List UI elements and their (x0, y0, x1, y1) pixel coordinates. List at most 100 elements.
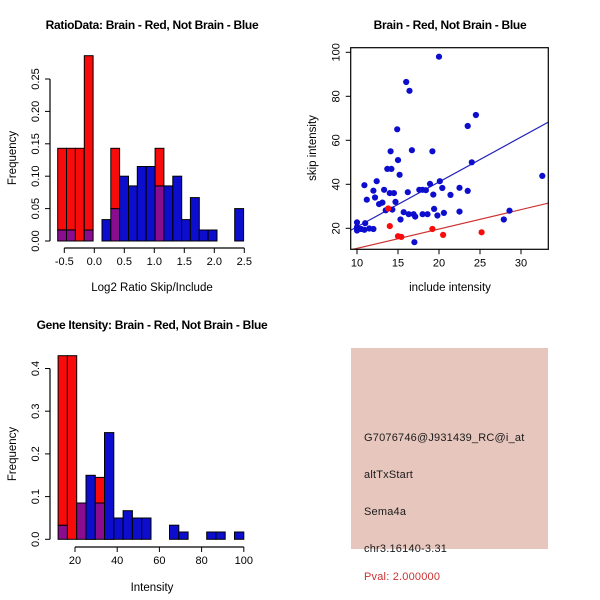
y-tick-label: 60 (331, 134, 343, 146)
scatter-point-blue (370, 187, 377, 194)
x-axis-title: Log2 Ratio Skip/Include (91, 282, 212, 294)
y-axis-title: skip intensity (307, 115, 319, 181)
y-tick-label: 0.2 (30, 446, 42, 461)
scatter-point-blue (379, 199, 386, 206)
x-tick-label: 15 (392, 257, 404, 269)
scatter-point-blue (435, 53, 443, 60)
histogram-bar-blue (234, 531, 245, 540)
scatter-point-blue (411, 239, 418, 246)
histogram-bar-red (110, 147, 121, 210)
x-tick-label: -0.5 (55, 256, 74, 268)
y-tick-label: 0.3 (30, 404, 42, 419)
histogram-bar-red (57, 355, 68, 526)
histogram-bar-purple (94, 502, 106, 540)
brain-fit-regression-line (350, 202, 549, 250)
scatter-point-blue (429, 148, 436, 155)
histogram-bar-blue (206, 531, 217, 540)
pval-text: Pval: 2.000000 (364, 571, 441, 583)
scatter-point-red (386, 223, 393, 230)
x-axis-title: Intensity (131, 582, 174, 594)
y-tick-label: 0.1 (30, 489, 42, 504)
histogram-bar-blue (163, 185, 174, 242)
histogram-bar-blue (85, 474, 96, 540)
scatter-point-blue (371, 194, 379, 201)
x-tick-label: 20 (69, 555, 81, 567)
scatter-point-blue (362, 220, 369, 227)
x-tick-label: 60 (153, 555, 165, 567)
histogram-bar-purple (83, 229, 94, 242)
x-tick-label: 2.5 (237, 256, 252, 268)
histogram-bar-purple (76, 502, 87, 540)
histogram-bar-blue (215, 531, 226, 540)
scatter-point-blue (410, 211, 417, 218)
histogram-bar-red (66, 147, 76, 231)
scatter-point-blue (353, 219, 361, 226)
x-tick-label: 0.0 (87, 256, 102, 268)
histogram-bar-red (83, 55, 94, 231)
scatter-point-blue (403, 78, 410, 86)
y-tick-label: 0.05 (30, 198, 42, 219)
histogram-bar-blue (113, 517, 124, 540)
scatter-point-blue (405, 211, 412, 218)
histogram-bar-purple (57, 524, 68, 540)
not-brain-fit-regression-line (350, 121, 549, 231)
histogram-bar-purple (57, 229, 68, 242)
histogram-bar-blue (234, 208, 245, 242)
scatter-point-blue (424, 211, 431, 218)
scatter-point-blue (464, 122, 471, 130)
histogram-bar-red (74, 147, 85, 242)
scatter-point-blue (419, 211, 426, 218)
histogram-bar-blue (128, 185, 138, 242)
scatter-point-blue (361, 182, 368, 189)
x-tick-label: 0.5 (117, 256, 132, 268)
scatter-point-red (440, 231, 447, 238)
y-tick-label: 80 (331, 90, 343, 102)
scatter-point-blue (396, 171, 403, 178)
scatter-point-blue (390, 190, 397, 197)
histogram-bar-blue (178, 531, 189, 540)
scatter-point-blue (468, 159, 475, 166)
scatter-point-blue (388, 165, 395, 172)
gene-name: Sema4a (364, 506, 407, 518)
plot-box (350, 47, 549, 250)
histogram-bar-red (66, 355, 78, 540)
histogram-bar-blue (172, 175, 183, 242)
scatter-point-blue (361, 226, 368, 233)
scatter-point-blue (456, 184, 463, 191)
histogram-bar-blue (181, 219, 191, 242)
scatter-point-blue (400, 209, 407, 216)
histogram-bar-blue (207, 229, 218, 242)
scatter-point-blue (422, 187, 429, 194)
plot-title: Gene Itensity: Brain - Red, Not Brain - … (37, 318, 268, 332)
y-tick-label: 0.20 (30, 101, 42, 122)
scatter-point-blue (472, 111, 479, 119)
y-axis-title: Frequency (7, 427, 19, 482)
scatter-point-blue (394, 126, 401, 133)
histogram-bar-purple (110, 208, 121, 242)
x-axis-title: include intensity (409, 282, 491, 294)
gene-intensity-histogram-plot: Gene Itensity: Brain - Red, Not Brain - … (7, 318, 268, 594)
x-tick-label: 1.5 (177, 256, 192, 268)
histogram-bar-blue (141, 517, 152, 540)
x-tick-label: 30 (515, 257, 527, 269)
panel-ratio-histogram: RatioData: Brain - Red, Not Brain - Blue… (0, 0, 300, 300)
scatter-point-blue (539, 172, 546, 179)
y-tick-label: 20 (331, 222, 343, 234)
histogram-bar-red (154, 147, 165, 187)
x-tick-label: 2.0 (207, 256, 222, 268)
scatter-point-blue (381, 186, 388, 193)
y-tick-label: 0.00 (30, 230, 42, 251)
scatter-point-blue (408, 147, 415, 154)
histogram-bar-blue (119, 175, 129, 242)
event-type: altTxStart (364, 469, 414, 481)
scatter-point-red (398, 233, 405, 240)
y-tick-label: 0.0 (30, 532, 42, 547)
histogram-bar-blue (131, 517, 143, 540)
scatter-point-blue (392, 198, 399, 205)
histogram-bar-red (57, 147, 68, 231)
scatter-point-blue (430, 191, 437, 198)
scatter-point-blue (464, 187, 471, 194)
x-tick-label: 10 (351, 257, 363, 269)
x-tick-label: 40 (111, 555, 123, 567)
